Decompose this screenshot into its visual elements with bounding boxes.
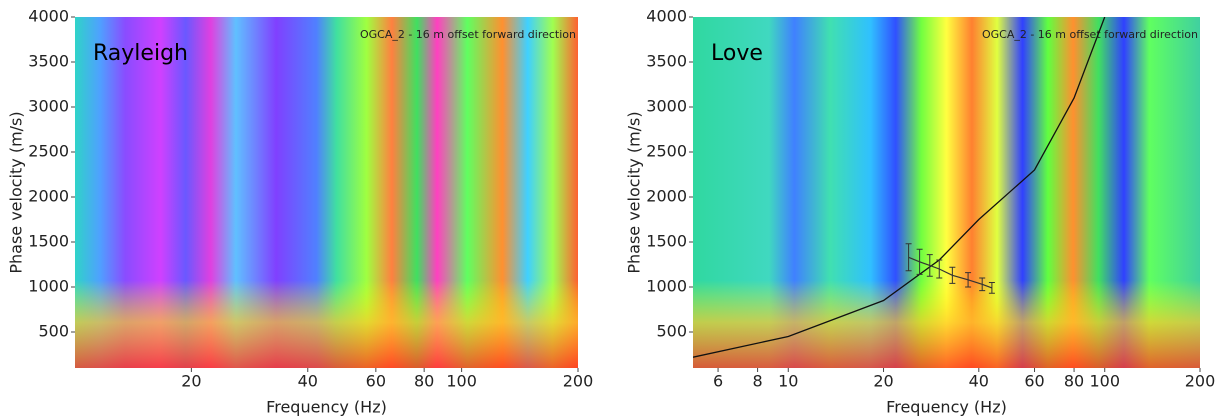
heatmap-overlay xyxy=(693,17,1200,368)
y-tick-label: 2000 xyxy=(28,187,69,206)
error-bar xyxy=(936,259,943,279)
x-tick-label: 10 xyxy=(778,372,798,391)
x-tick-label: 100 xyxy=(446,372,477,391)
x-axis-label: Frequency (Hz) xyxy=(266,398,387,417)
y-tick-label: 2500 xyxy=(646,142,687,161)
error-bar xyxy=(905,243,912,272)
y-tick-label: 1500 xyxy=(28,232,69,251)
x-tick-label: 80 xyxy=(1064,372,1084,391)
y-axis-label: Phase velocity (m/s) xyxy=(7,111,26,273)
error-bar xyxy=(965,272,972,288)
y-tick-label: 4000 xyxy=(646,7,687,26)
y-axis-label: Phase velocity (m/s) xyxy=(625,111,644,273)
y-tick-label: 2000 xyxy=(646,187,687,206)
x-tick-label: 20 xyxy=(181,372,201,391)
x-axis-label: Frequency (Hz) xyxy=(886,398,1007,417)
x-tick-label: 60 xyxy=(366,372,386,391)
y-tick-label: 3000 xyxy=(646,97,687,116)
y-tick-label: 3500 xyxy=(646,52,687,71)
heatmap-overlay xyxy=(75,17,578,368)
x-tick-label: 100 xyxy=(1089,372,1120,391)
y-tick-label: 3000 xyxy=(28,97,69,116)
error-bar xyxy=(988,282,995,294)
dispersion-curve xyxy=(693,17,1106,358)
y-tick-label: 500 xyxy=(38,322,69,341)
error-bar xyxy=(926,254,933,277)
error-bar xyxy=(916,248,923,275)
y-tick-label: 4000 xyxy=(28,7,69,26)
y-tick-label: 3500 xyxy=(28,52,69,71)
y-tick-label: 2500 xyxy=(28,142,69,161)
note: OGCA_2 - 16 m offset forward direction xyxy=(982,28,1198,41)
y-tick-label: 1500 xyxy=(646,232,687,251)
y-tick-label: 500 xyxy=(656,322,687,341)
x-tick-label: 200 xyxy=(563,372,594,391)
pick-line xyxy=(908,256,993,289)
x-tick-label: 8 xyxy=(753,372,763,391)
x-tick-label: 20 xyxy=(873,372,893,391)
x-tick-label: 6 xyxy=(713,372,723,391)
y-tick-label: 1000 xyxy=(646,277,687,296)
x-tick-label: 60 xyxy=(1024,372,1044,391)
x-tick-label: 40 xyxy=(298,372,318,391)
annotation: Rayleigh xyxy=(93,41,188,66)
note: OGCA_2 - 16 m offset forward direction xyxy=(360,28,576,41)
error-bar xyxy=(979,277,986,292)
x-tick-label: 80 xyxy=(414,372,434,391)
y-tick-label: 1000 xyxy=(28,277,69,296)
x-tick-label: 40 xyxy=(969,372,989,391)
annotation: Love xyxy=(711,41,763,66)
error-bar xyxy=(949,266,956,284)
x-tick-label: 200 xyxy=(1185,372,1216,391)
